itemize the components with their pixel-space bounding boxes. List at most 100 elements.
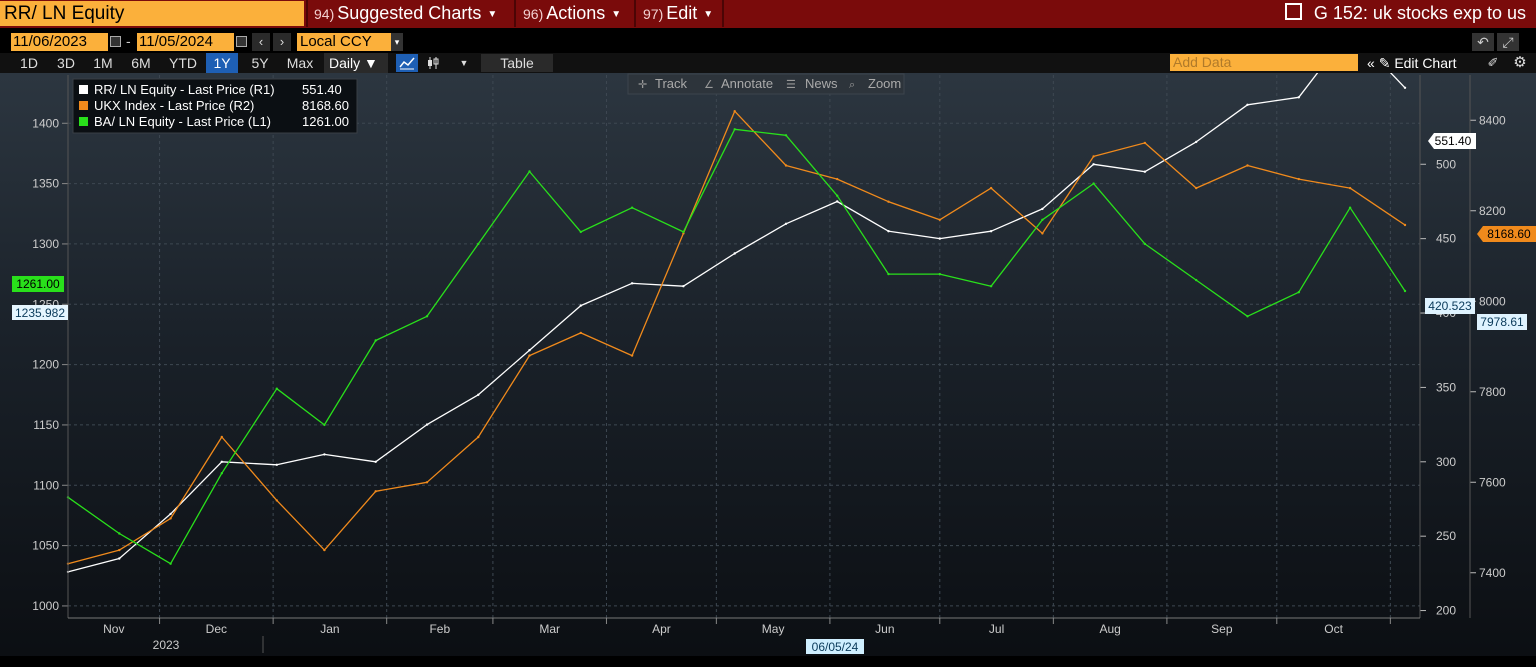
collapse-icon[interactable]: « (1367, 55, 1375, 71)
legend-item-ukx[interactable]: UKX Index - Last Price (R2) 8168.60 (79, 98, 349, 113)
expand-icon[interactable]: ⤢ (1497, 33, 1519, 51)
candlestick-icon[interactable] (422, 54, 444, 72)
end-date-field[interactable]: 11/05/2024 (137, 33, 234, 51)
data-point (275, 463, 278, 466)
y-tick-label-r1: 200 (1436, 604, 1456, 618)
annotate-tool[interactable]: ∠ Annotate (704, 76, 773, 91)
data-point (374, 460, 377, 463)
line-chart-icon[interactable] (396, 54, 418, 72)
y-tick-label-r2: 7400 (1479, 566, 1506, 580)
calendar-icon[interactable] (236, 36, 247, 47)
legend[interactable]: RR/ LN Equity - Last Price (R1) 551.40 U… (72, 78, 358, 134)
suggested-charts-menu[interactable]: 94) Suggested Charts ▼ (314, 0, 497, 27)
title-bar: RR/ LN Equity 94) Suggested Charts ▼ 96) Ac… (0, 0, 1536, 28)
chart-panel[interactable]: 1000 1050 1100 1150 1200 1250 1300 1350 1400 200 2… (0, 73, 1536, 667)
add-data-input[interactable]: Add Data (1170, 54, 1358, 71)
legend-swatch (79, 101, 88, 110)
chart-title: G 152: uk stocks exp to us (1313, 3, 1526, 23)
currency-select[interactable]: Local CCY ▾ (297, 33, 403, 51)
value-tag-ba-last: 1261.00 (12, 276, 64, 292)
y-tick-label-r2: 8000 (1479, 294, 1506, 308)
edit-chart-button[interactable]: « ✎ Edit Chart (1367, 53, 1457, 73)
legend-value: 8168.60 (302, 98, 349, 113)
divider (722, 0, 724, 27)
range-1y-button[interactable]: 1Y (206, 53, 238, 73)
value-tag-left-cursor: 1235.982 (12, 305, 68, 320)
price-chart[interactable]: 1000105011001150120012501300135014002002… (0, 73, 1536, 656)
data-point (1246, 103, 1249, 106)
value-tag-ukx-cursor: 7978.61 (1477, 314, 1527, 330)
chart-edit-icon[interactable]: ✐ (1487, 55, 1499, 70)
data-point (425, 315, 429, 318)
news-label: News (805, 76, 838, 91)
data-point (1092, 182, 1095, 185)
annotate-label: Annotate (721, 76, 773, 91)
y-tick-label-left: 1400 (32, 116, 59, 130)
track-tool[interactable]: ✛ Track (638, 76, 688, 91)
menu-number: 97) (643, 6, 664, 22)
data-point (528, 349, 531, 352)
frequency-select[interactable]: Daily ▼ (324, 53, 388, 73)
calendar-icon[interactable] (110, 36, 121, 47)
series-line-l1[interactable] (67, 128, 1406, 565)
security-field[interactable]: RR/ LN Equity (0, 1, 304, 26)
data-point (1195, 186, 1198, 190)
data-point (275, 387, 278, 390)
y-tick-label-r1: 500 (1436, 157, 1456, 171)
data-point (784, 134, 788, 137)
pen-icon: ∠ (704, 79, 714, 91)
range-1d-button[interactable]: 1D (20, 55, 38, 71)
legend-item-ba[interactable]: BA/ LN Equity - Last Price (L1) 1261.00 (79, 114, 349, 129)
start-date-field[interactable]: 11/06/2023 (11, 33, 108, 51)
gear-icon[interactable]: ⚙ (1513, 54, 1527, 71)
data-point (528, 170, 531, 173)
range-max-button[interactable]: Max (286, 55, 314, 71)
y-tick-label-r1: 300 (1436, 455, 1456, 469)
value-tag-ukx-last: 8168.60 (1477, 226, 1536, 242)
table-button[interactable]: Table (481, 54, 553, 72)
prev-period-button[interactable]: ‹ (252, 33, 270, 51)
actions-menu[interactable]: 96) Actions ▼ (523, 0, 621, 27)
tag-text: 1261.00 (16, 277, 60, 291)
range-3d-button[interactable]: 3D (57, 55, 75, 71)
chevron-down-icon: ▼ (611, 9, 622, 20)
range-ytd-button[interactable]: YTD (169, 55, 197, 71)
zoom-label: Zoom (868, 76, 901, 91)
external-link-icon[interactable] (1284, 3, 1302, 20)
series-line-r1[interactable] (67, 73, 1406, 573)
data-point (1143, 242, 1147, 246)
data-point (1403, 86, 1407, 89)
series-line-r2[interactable] (67, 110, 1406, 565)
data-point (938, 272, 941, 276)
range-6m-button[interactable]: 6M (131, 55, 151, 71)
y-tick-label-left: 1050 (32, 539, 59, 553)
y-tick-label-left: 1000 (32, 599, 59, 613)
data-point (1143, 170, 1147, 173)
legend-label: RR/ LN Equity - Last Price (R1) (94, 82, 275, 97)
menu-label: Suggested Charts (337, 3, 482, 23)
chevron-down-icon[interactable]: ▼ (459, 58, 469, 68)
data-point (630, 206, 634, 209)
edit-chart-label: Edit Chart (1394, 55, 1457, 71)
range-5y-button[interactable]: 5Y (251, 55, 269, 71)
year-label: 2023 (153, 638, 180, 652)
data-point (682, 285, 685, 288)
data-point (118, 557, 121, 560)
y-tick-label-left: 1200 (32, 358, 59, 372)
y-tick-label-r2: 7800 (1479, 385, 1506, 399)
data-point (938, 218, 941, 221)
data-point (579, 304, 582, 307)
edit-menu[interactable]: 97) Edit ▼ (643, 0, 713, 27)
zoom-tool[interactable]: ⌕ Zoom (849, 76, 901, 91)
legend-item-rr[interactable]: RR/ LN Equity - Last Price (R1) 551.40 (79, 82, 342, 97)
news-tool[interactable]: ☰ News (786, 76, 838, 91)
data-point (169, 562, 172, 565)
range-1m-button[interactable]: 1M (93, 55, 113, 71)
data-point (1041, 207, 1044, 211)
next-period-button[interactable]: › (273, 33, 291, 51)
menu-label: Edit (666, 3, 698, 23)
data-point (938, 237, 941, 240)
undo-icon[interactable]: ↶ (1472, 33, 1494, 51)
tag-text: 551.40 (1435, 134, 1472, 148)
x-tick-label: Sep (1211, 622, 1233, 636)
